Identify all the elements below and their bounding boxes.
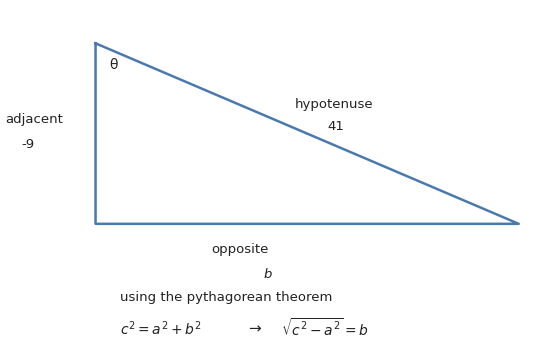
Text: $\sqrt{c^2-a^2}=b$: $\sqrt{c^2-a^2}=b$ [281,318,369,339]
Text: opposite: opposite [211,243,269,256]
Text: θ: θ [109,58,118,72]
Text: $c^2=a^2+b^2$: $c^2=a^2+b^2$ [120,319,202,338]
Text: b: b [263,268,272,281]
Text: 41: 41 [328,120,345,133]
Text: -9: -9 [22,138,35,151]
Text: using the pythagorean theorem: using the pythagorean theorem [120,291,333,304]
Text: hypotenuse: hypotenuse [295,98,373,111]
Text: →: → [248,321,261,336]
Text: adjacent: adjacent [5,113,63,126]
